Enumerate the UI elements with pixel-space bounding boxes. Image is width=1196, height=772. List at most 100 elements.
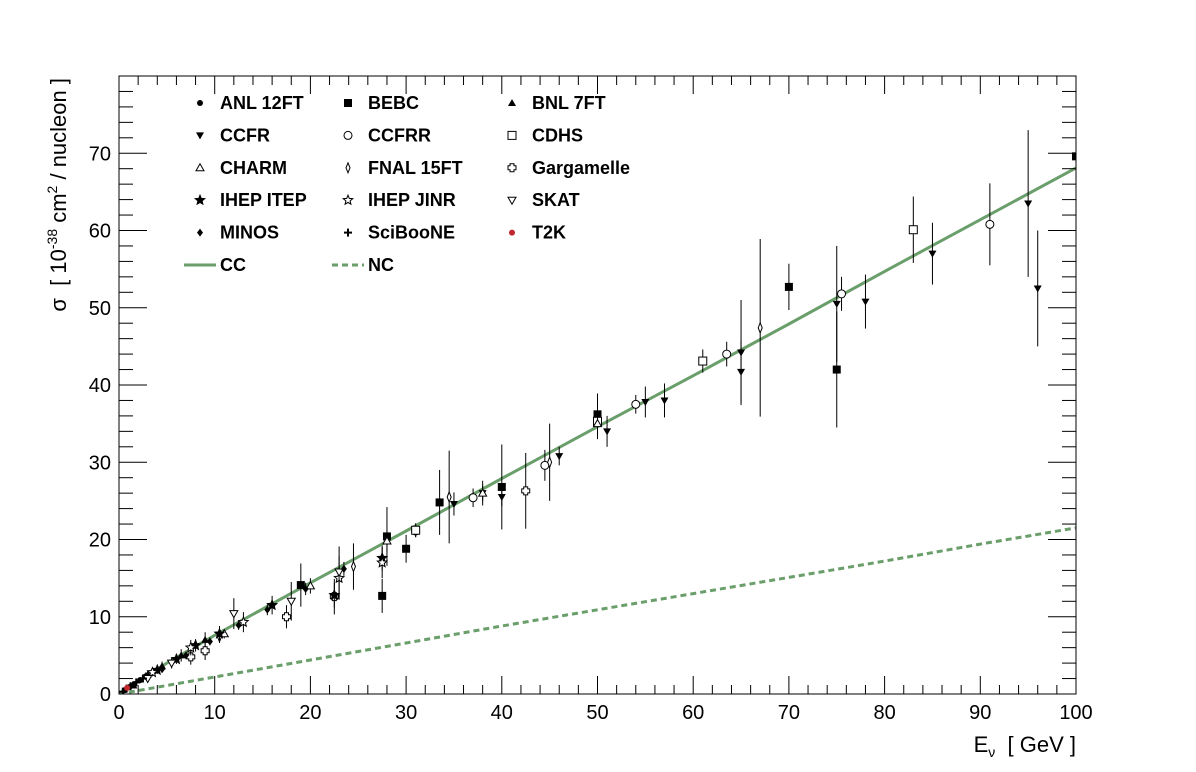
y-tick-label: 10 [89,607,111,629]
data-point [737,349,746,357]
x-tick-label: 0 [113,702,124,724]
legend-entry-gargamelle: Gargamelle [507,158,630,178]
legend-entry-charm: CHARM [195,158,287,178]
legend-label: BEBC [368,93,419,113]
data-point [1033,285,1042,293]
y-axis-title: σ [ 10-38 cm2 / nucleon ] [44,78,71,312]
y-tick-label: 30 [89,452,111,474]
data-point [631,399,641,409]
data-point [908,225,918,235]
legend-label: SciBooNE [368,223,455,243]
data-point [641,398,650,406]
data-point [206,637,213,646]
legend-marker [508,99,516,106]
y-axis-title-post: cm [46,193,71,228]
data-point [286,597,297,607]
legend-label: ANL 12FT [220,93,304,113]
x-tick-label: 70 [778,702,800,724]
data-point [722,349,732,359]
x-tick-label: 80 [873,702,895,724]
legend-entry-t2k: T2K [509,223,566,243]
legend-label: CCFR [220,125,270,145]
legend-marker [195,162,205,172]
legend: ANL 12FT BEBC BNL 7FT CCFR CCFRR CDHS CHARM FNA… [184,93,630,275]
data-point [182,651,189,660]
data-point [146,666,159,678]
y-tick-label: 40 [89,375,111,397]
data-point [302,584,309,593]
data-point [266,598,279,611]
legend-entry-fnal-15ft: FNAL 15FT [345,158,463,178]
data-point [435,498,444,507]
y-tick-label: 20 [89,530,111,552]
series-t2k [124,684,131,691]
legend-entry-anl-12ft: ANL 12FT [197,93,304,113]
data-point [177,651,186,659]
data-point [660,397,669,405]
data-point [1072,152,1076,161]
data-point [1024,200,1033,208]
data-point [235,621,242,630]
x-tick-label: 10 [204,702,226,724]
legend-label: MINOS [220,223,279,243]
legend-marker [193,193,207,206]
data-point [305,580,316,590]
legend-label: IHEP ITEP [220,190,307,210]
x-tick-label: 60 [682,702,704,724]
legend-entry-nc: NC [332,255,394,275]
legend-marker [507,196,517,206]
data-point [757,321,763,335]
data-point [200,646,210,656]
data-point [784,282,793,291]
legend-entry-sciboone: SciBooNE [344,223,455,243]
data-point [159,665,166,674]
x-tick-label: 50 [586,702,608,724]
x-axis-title-sub: ν [988,744,995,760]
legend-entry-ccfr: CCFR [196,125,270,145]
series-bebc [296,106,1076,613]
data-point [184,641,197,653]
data-point [603,428,612,436]
legend-marker [197,228,203,237]
series-charm [219,408,603,639]
data-point [350,560,357,573]
data-point [138,674,147,683]
data-point [837,289,847,299]
data-point [132,678,141,687]
data-point [449,500,458,508]
x-tick-label: 30 [395,702,417,724]
x-axis-title-main: E [974,732,989,757]
y-axis-title-sup2: 2 [44,185,60,193]
x-tick-label: 90 [969,702,991,724]
data-point [228,610,239,619]
legend-label: CDHS [532,125,583,145]
data-point [555,453,564,461]
data-point [861,298,870,306]
data-point [698,356,708,366]
data-point [376,556,389,568]
data-point [468,493,478,503]
data-point [264,605,271,614]
legend-marker [344,99,352,107]
legend-entry-cc: CC [184,255,246,275]
series-ccfrr [411,183,995,538]
legend-label: T2K [532,223,566,243]
x-axis-title-rest: [ GeV ] [995,732,1076,757]
data-point [446,490,452,504]
legend-label: CCFRR [368,125,431,145]
legend-label: FNAL 15FT [368,158,463,178]
legend-marker [343,130,353,140]
data-point [296,581,305,590]
legend-marker [345,161,351,175]
legend-label: SKAT [532,190,580,210]
legend-entry-ccfrr: CCFRR [343,125,431,145]
y-tick-label: 0 [100,684,111,706]
data-point [477,488,488,497]
legend-label: BNL 7FT [532,93,606,113]
data-point [213,627,226,639]
data-point [985,219,995,229]
plot-layer [119,106,1076,694]
legend-label: IHEP JINR [368,190,456,210]
series-minos [159,561,347,674]
data-point [521,486,531,496]
